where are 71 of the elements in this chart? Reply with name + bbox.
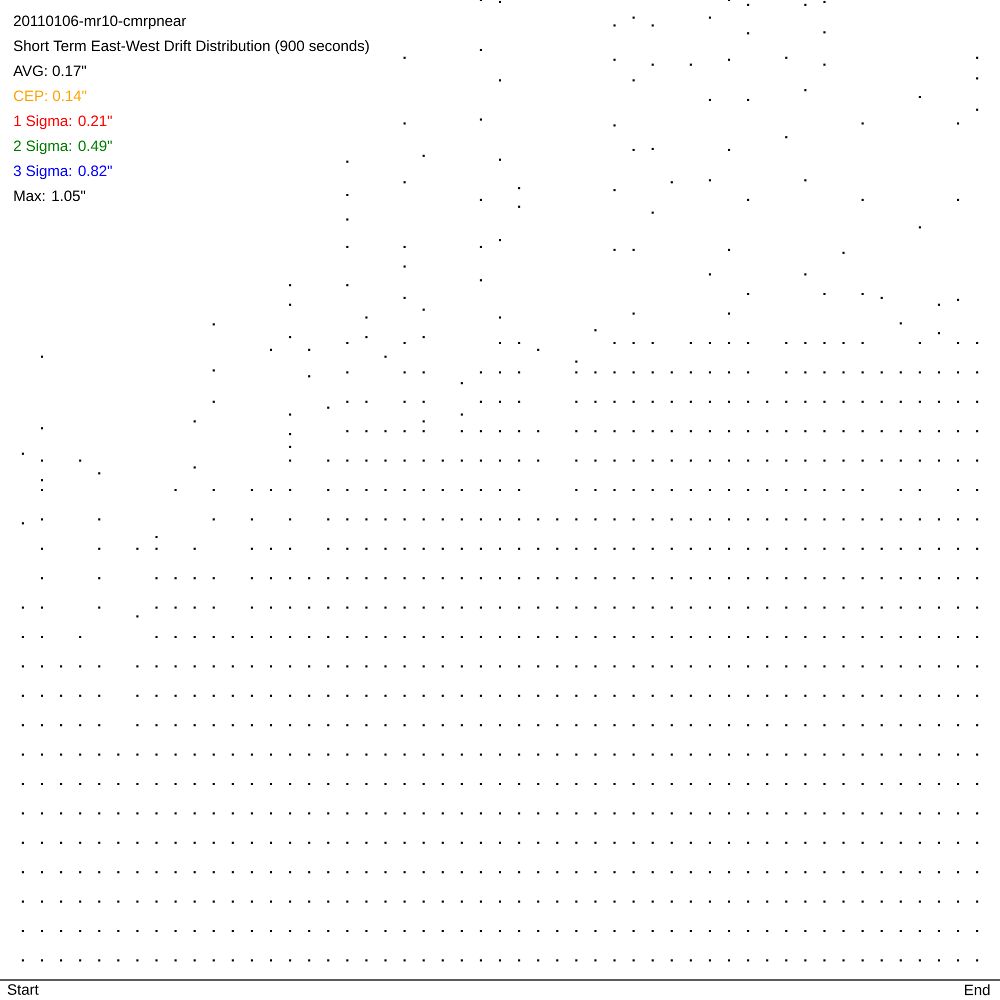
point <box>823 782 826 786</box>
point <box>613 488 616 492</box>
point <box>384 782 387 786</box>
point <box>613 782 616 786</box>
point <box>938 782 940 786</box>
text: 20110106-mr10-cmrpnear <box>14 16 186 30</box>
point <box>823 488 826 492</box>
text: Short Term East-West Drift Distribution (900 seconds) <box>14 40 369 54</box>
point <box>613 24 616 27</box>
point <box>155 636 158 638</box>
point <box>613 342 616 344</box>
point <box>842 782 845 786</box>
point <box>155 782 158 786</box>
point <box>270 782 272 786</box>
point <box>823 0 826 4</box>
point <box>708 782 712 786</box>
point <box>708 342 712 344</box>
point <box>384 488 387 492</box>
point <box>956 636 960 638</box>
point <box>708 930 712 932</box>
point <box>498 930 502 932</box>
point <box>956 122 960 125</box>
annotation: 3 Sigma: 0.82" <box>14 165 112 180</box>
point <box>842 488 845 492</box>
point <box>728 342 730 344</box>
point <box>498 316 502 319</box>
point <box>938 636 940 638</box>
annotation: Max: 1.05" <box>14 190 86 202</box>
point <box>498 782 502 786</box>
point <box>956 782 960 786</box>
point <box>823 930 826 932</box>
x-tick-label: End <box>965 984 990 996</box>
point <box>155 930 158 932</box>
point <box>728 488 730 492</box>
point <box>728 636 730 638</box>
point <box>40 930 44 932</box>
point <box>498 488 502 492</box>
point <box>498 0 502 4</box>
point <box>823 342 826 344</box>
point <box>613 930 616 932</box>
point <box>728 930 730 932</box>
point <box>498 636 502 638</box>
point <box>842 930 845 932</box>
annotation: 2 Sigma: 0.49" <box>14 140 112 154</box>
point <box>956 488 960 492</box>
point <box>956 342 960 344</box>
point <box>384 930 387 932</box>
point <box>270 930 272 932</box>
point <box>384 636 387 638</box>
point <box>40 782 44 786</box>
point <box>40 636 44 638</box>
point <box>842 636 845 638</box>
annotation: AVG: 0.17" <box>13 66 86 76</box>
point <box>956 930 960 932</box>
point <box>155 536 158 538</box>
point <box>613 636 616 638</box>
point <box>823 292 826 296</box>
point <box>823 636 826 638</box>
point <box>728 782 730 786</box>
point <box>498 342 502 344</box>
point <box>708 98 712 102</box>
annotation: CEP: 0.14" <box>14 90 86 102</box>
point <box>842 342 845 344</box>
x-tick-label: Start <box>8 984 39 995</box>
point <box>938 930 940 932</box>
point <box>708 636 712 638</box>
point <box>708 488 712 492</box>
point <box>40 488 44 492</box>
point <box>270 636 272 638</box>
annotation: 1 Sigma: 0.21" <box>14 115 112 130</box>
point <box>270 488 272 492</box>
